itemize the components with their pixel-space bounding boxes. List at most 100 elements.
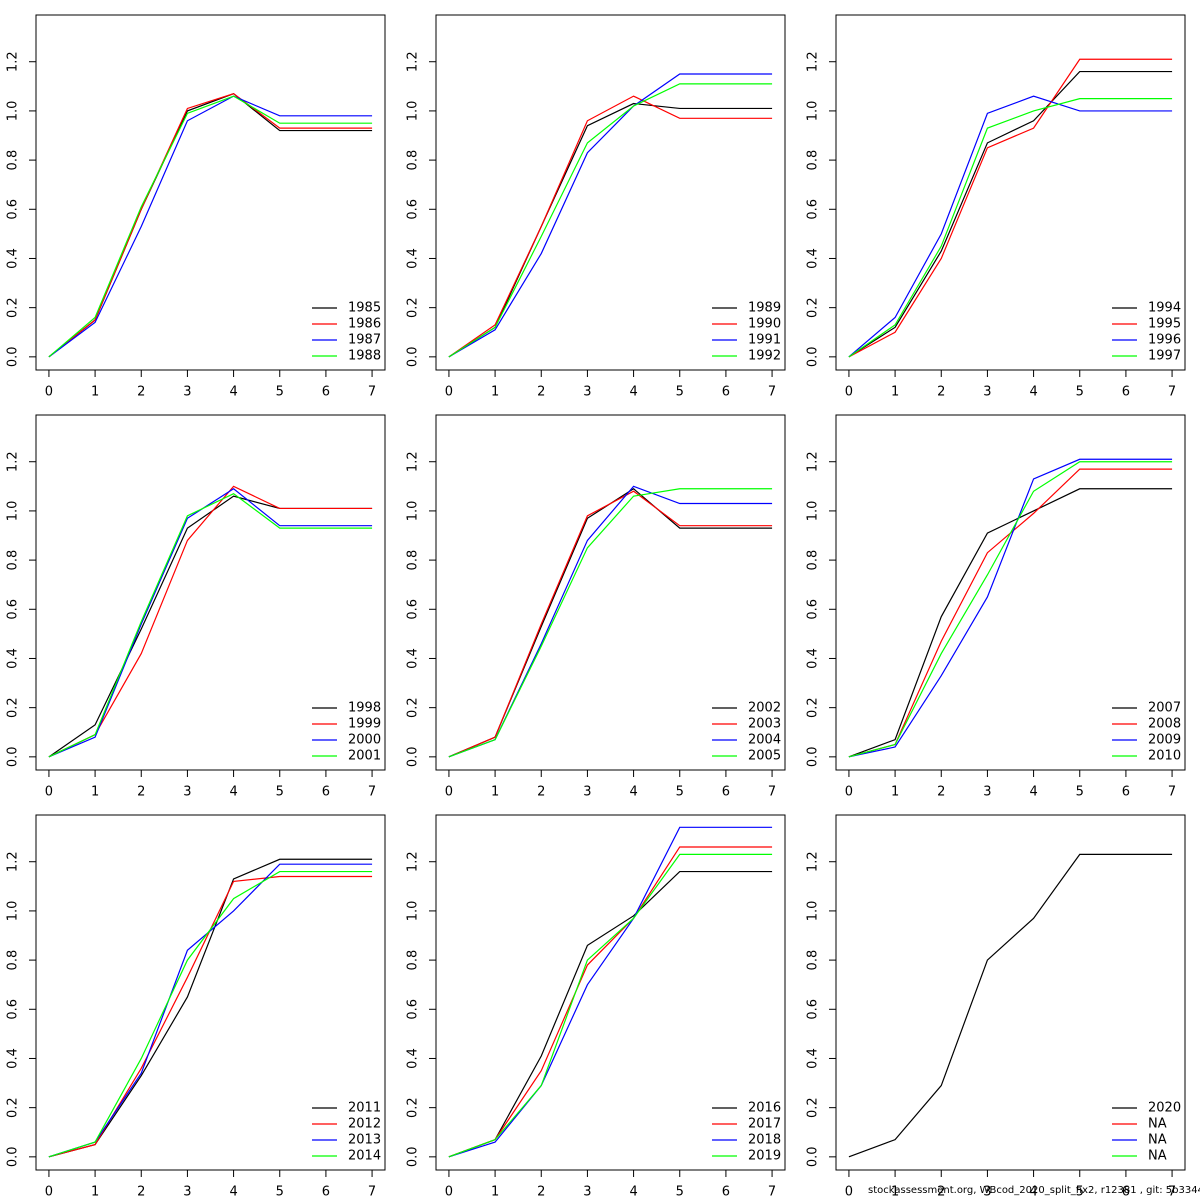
legend-label: 2013 xyxy=(348,1133,381,1148)
series-line xyxy=(448,485,773,758)
legend-label: 1995 xyxy=(1148,317,1181,332)
x-tick-label: 6 xyxy=(322,385,330,400)
series-line xyxy=(848,98,1173,358)
legend-label: NA xyxy=(1148,1133,1167,1148)
x-tick-label: 6 xyxy=(722,785,730,800)
x-tick-label: 1 xyxy=(91,785,99,800)
y-tick-label: 0.0 xyxy=(806,346,821,367)
x-tick-label: 0 xyxy=(445,385,453,400)
x-tick-label: 1 xyxy=(491,785,499,800)
x-tick-label: 2 xyxy=(937,785,945,800)
x-tick-label: 0 xyxy=(45,1185,53,1200)
x-tick-label: 7 xyxy=(1168,785,1176,800)
legend-label: 2001 xyxy=(348,749,381,764)
y-tick-label: 0.4 xyxy=(6,248,21,269)
x-tick-label: 0 xyxy=(445,785,453,800)
series-line xyxy=(448,488,773,758)
legend-label: NA xyxy=(1148,1117,1167,1132)
x-tick-label: 0 xyxy=(445,1185,453,1200)
y-tick-label: 0.2 xyxy=(806,297,821,318)
y-tick-label: 1.2 xyxy=(806,51,821,72)
x-tick-label: 6 xyxy=(722,1185,730,1200)
plot-frame xyxy=(835,414,1186,771)
x-tick-label: 5 xyxy=(676,785,684,800)
x-tick-label: 5 xyxy=(1076,385,1084,400)
series-line xyxy=(48,495,373,758)
y-tick-label: 0.8 xyxy=(806,950,821,971)
legend-label: NA xyxy=(1148,1149,1167,1164)
x-tick-label: 4 xyxy=(229,785,237,800)
legend-label: 2011 xyxy=(348,1101,381,1116)
series-line xyxy=(848,458,1173,758)
series-line xyxy=(448,826,773,1158)
x-tick-label: 4 xyxy=(629,385,637,400)
y-tick-label: 0.6 xyxy=(406,599,421,620)
y-tick-label: 1.0 xyxy=(806,101,821,122)
series-line xyxy=(48,858,373,1158)
series-line xyxy=(448,83,773,358)
y-tick-label: 0.2 xyxy=(6,697,21,718)
x-tick-label: 0 xyxy=(845,1185,853,1200)
x-tick-label: 2 xyxy=(937,385,945,400)
y-tick-label: 1.0 xyxy=(406,501,421,522)
legend-label: 2016 xyxy=(748,1101,781,1116)
series-line xyxy=(48,93,373,358)
series-line xyxy=(448,488,773,758)
x-tick-label: 6 xyxy=(1122,385,1130,400)
legend-label: 2004 xyxy=(748,733,781,748)
y-tick-label: 0.6 xyxy=(6,199,21,220)
y-tick-label: 0.8 xyxy=(6,150,21,171)
x-tick-label: 1 xyxy=(491,1185,499,1200)
x-tick-label: 6 xyxy=(322,785,330,800)
y-tick-label: 1.0 xyxy=(806,901,821,922)
x-tick-label: 1 xyxy=(891,785,899,800)
x-tick-label: 3 xyxy=(983,785,991,800)
y-tick-label: 0.8 xyxy=(6,550,21,571)
series-line xyxy=(48,870,373,1158)
y-tick-label: 1.2 xyxy=(806,851,821,872)
legend-label: 1992 xyxy=(748,349,781,364)
series-line xyxy=(848,461,1173,758)
x-tick-label: 2 xyxy=(537,1185,545,1200)
legend-label: 2008 xyxy=(1148,717,1181,732)
y-tick-label: 0.0 xyxy=(406,346,421,367)
legend-label: 1999 xyxy=(348,717,381,732)
y-tick-label: 0.4 xyxy=(806,648,821,669)
y-tick-label: 0.4 xyxy=(406,248,421,269)
plot-frame xyxy=(35,414,386,771)
y-tick-label: 0.6 xyxy=(406,199,421,220)
series-line xyxy=(48,485,373,758)
series-line xyxy=(448,870,773,1158)
y-tick-label: 1.0 xyxy=(6,901,21,922)
y-tick-label: 0.2 xyxy=(806,1097,821,1118)
y-tick-label: 0.6 xyxy=(806,999,821,1020)
y-tick-label: 1.0 xyxy=(806,501,821,522)
x-tick-label: 5 xyxy=(276,385,284,400)
series-line xyxy=(48,95,373,358)
legend-label: 2017 xyxy=(748,1117,781,1132)
x-tick-label: 7 xyxy=(768,385,776,400)
y-tick-label: 0.0 xyxy=(406,746,421,767)
y-tick-label: 1.2 xyxy=(6,451,21,472)
x-tick-label: 3 xyxy=(183,785,191,800)
legend-label: 1998 xyxy=(348,701,381,716)
series-line xyxy=(448,102,773,358)
series-line xyxy=(48,95,373,358)
y-tick-label: 0.8 xyxy=(806,550,821,571)
legend-label: 2002 xyxy=(748,701,781,716)
series-line xyxy=(48,488,373,758)
x-tick-label: 4 xyxy=(229,385,237,400)
x-tick-label: 1 xyxy=(91,1185,99,1200)
y-tick-label: 1.0 xyxy=(406,901,421,922)
series-line xyxy=(448,853,773,1158)
y-tick-label: 0.6 xyxy=(806,599,821,620)
x-tick-label: 2 xyxy=(137,385,145,400)
series-line xyxy=(48,493,373,758)
legend-label: 1985 xyxy=(348,301,381,316)
y-tick-label: 0.6 xyxy=(6,999,21,1020)
series-line xyxy=(848,488,1173,758)
x-tick-label: 5 xyxy=(1076,1185,1084,1200)
series-line xyxy=(448,73,773,358)
x-tick-label: 6 xyxy=(722,385,730,400)
